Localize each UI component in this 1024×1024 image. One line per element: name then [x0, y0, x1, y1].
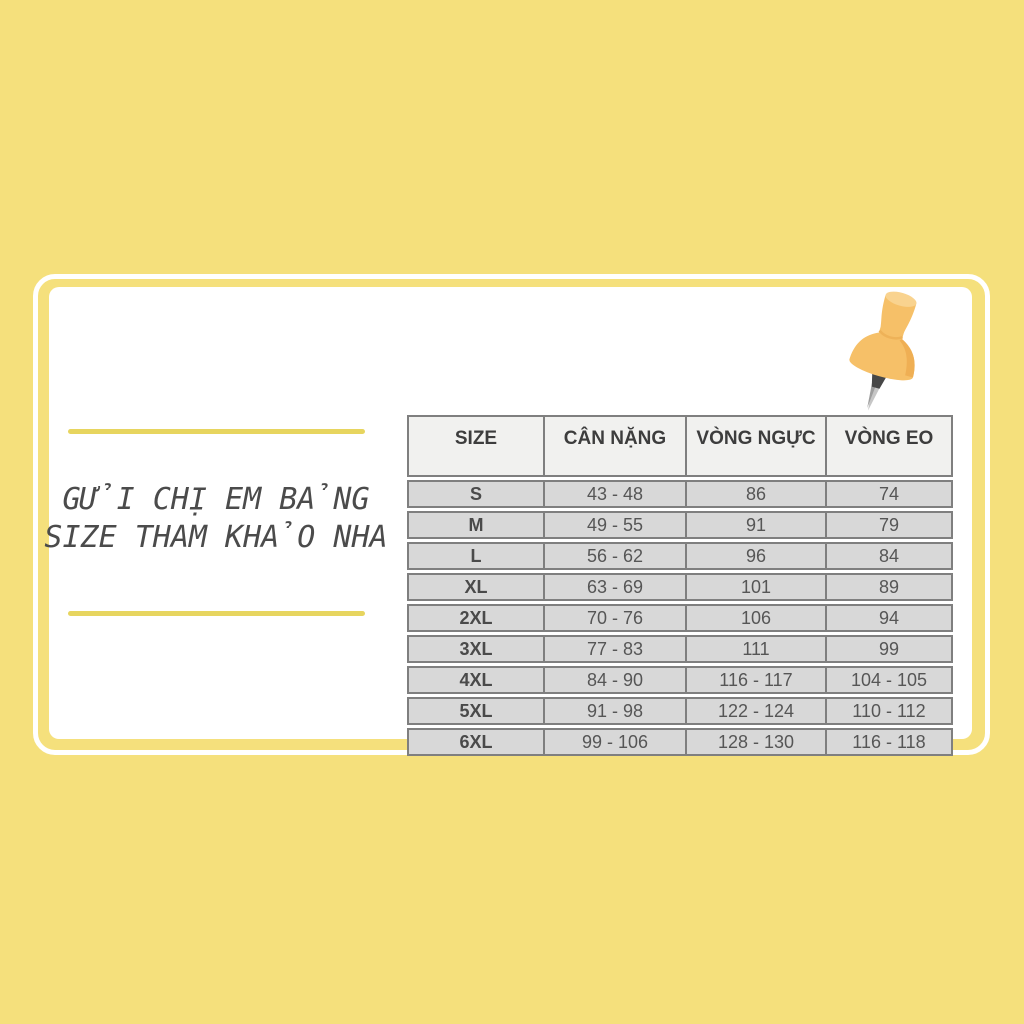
cell-bust: 111: [686, 635, 826, 663]
table-row: S 43 - 48 86 74: [407, 480, 953, 508]
cell-bust: 128 - 130: [686, 728, 826, 756]
cell-size: XL: [407, 573, 544, 601]
cell-waist: 79: [826, 511, 953, 539]
cell-bust: 86: [686, 480, 826, 508]
cell-size: 4XL: [407, 666, 544, 694]
cell-waist: 89: [826, 573, 953, 601]
cell-weight: 77 - 83: [544, 635, 686, 663]
cell-size: M: [407, 511, 544, 539]
cell-weight: 70 - 76: [544, 604, 686, 632]
table-row: 5XL 91 - 98 122 - 124 110 - 112: [407, 697, 953, 725]
cell-weight: 43 - 48: [544, 480, 686, 508]
cell-bust: 91: [686, 511, 826, 539]
cell-waist: 99: [826, 635, 953, 663]
cell-size: 6XL: [407, 728, 544, 756]
cell-weight: 63 - 69: [544, 573, 686, 601]
cell-size: 5XL: [407, 697, 544, 725]
divider-bottom: [68, 611, 365, 616]
cell-bust: 122 - 124: [686, 697, 826, 725]
cell-waist: 94: [826, 604, 953, 632]
cell-weight: 84 - 90: [544, 666, 686, 694]
cell-bust: 96: [686, 542, 826, 570]
cell-weight: 49 - 55: [544, 511, 686, 539]
pushpin-icon: [849, 291, 917, 411]
cell-size: 3XL: [407, 635, 544, 663]
cell-size: L: [407, 542, 544, 570]
col-header-bust: VÒNG NGỰC: [686, 415, 826, 477]
cell-weight: 99 - 106: [544, 728, 686, 756]
cell-weight: 91 - 98: [544, 697, 686, 725]
cell-waist: 110 - 112: [826, 697, 953, 725]
cell-waist: 116 - 118: [826, 728, 953, 756]
caption-line-2: SIZE THAM KHẢO NHA: [44, 520, 388, 555]
cell-waist: 84: [826, 542, 953, 570]
table-row: L 56 - 62 96 84: [407, 542, 953, 570]
table-row: 4XL 84 - 90 116 - 117 104 - 105: [407, 666, 953, 694]
cell-waist: 74: [826, 480, 953, 508]
table-row: 2XL 70 - 76 106 94: [407, 604, 953, 632]
caption-line-1: GỬI CHỊ EM BẢNG: [62, 482, 370, 517]
size-chart-table: SIZE CÂN NẶNG VÒNG NGỰC VÒNG EO S 43 - 4…: [407, 412, 953, 759]
table-row: XL 63 - 69 101 89: [407, 573, 953, 601]
cell-size: S: [407, 480, 544, 508]
cell-size: 2XL: [407, 604, 544, 632]
cell-bust: 101: [686, 573, 826, 601]
col-header-waist: VÒNG EO: [826, 415, 953, 477]
cell-bust: 106: [686, 604, 826, 632]
caption: GỬI CHỊ EM BẢNG SIZE THAM KHẢO NHA: [28, 481, 404, 557]
col-header-weight: CÂN NẶNG: [544, 415, 686, 477]
col-header-size: SIZE: [407, 415, 544, 477]
divider-top: [68, 429, 365, 434]
cell-bust: 116 - 117: [686, 666, 826, 694]
table-row: 6XL 99 - 106 128 - 130 116 - 118: [407, 728, 953, 756]
cell-weight: 56 - 62: [544, 542, 686, 570]
table-header-row: SIZE CÂN NẶNG VÒNG NGỰC VÒNG EO: [407, 415, 953, 477]
table-row: 3XL 77 - 83 111 99: [407, 635, 953, 663]
cell-waist: 104 - 105: [826, 666, 953, 694]
table-row: M 49 - 55 91 79: [407, 511, 953, 539]
